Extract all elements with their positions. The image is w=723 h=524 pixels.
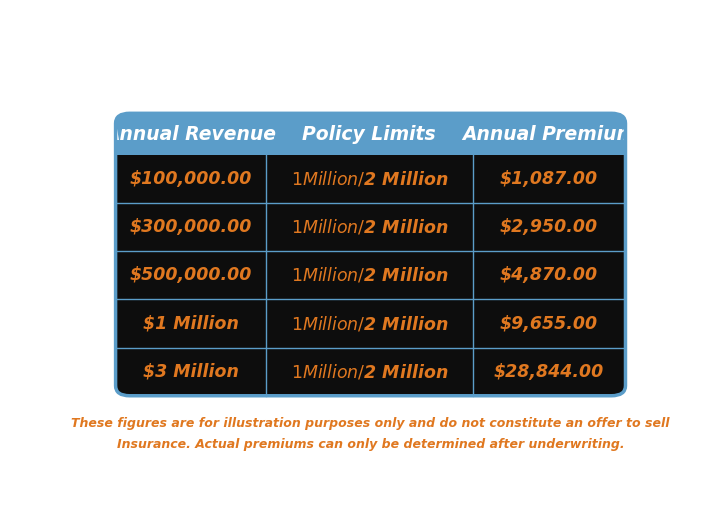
Text: $2,950.00: $2,950.00: [500, 219, 598, 236]
Text: $4,870.00: $4,870.00: [500, 266, 598, 285]
Text: Insurance. Actual premiums can only be determined after underwriting.: Insurance. Actual premiums can only be d…: [116, 438, 625, 451]
Text: $500,000.00: $500,000.00: [129, 266, 252, 285]
Polygon shape: [116, 203, 625, 252]
Text: $1 Million/ $2 Million: $1 Million/ $2 Million: [291, 314, 448, 333]
FancyBboxPatch shape: [116, 113, 625, 155]
Polygon shape: [116, 300, 625, 347]
Text: $1,087.00: $1,087.00: [500, 170, 598, 188]
Text: Annual Premium: Annual Premium: [462, 125, 636, 144]
Text: $3 Million: $3 Million: [143, 363, 239, 381]
Text: $1 Million/ $2 Million: $1 Million/ $2 Million: [291, 266, 448, 285]
Text: $9,655.00: $9,655.00: [500, 314, 598, 333]
Polygon shape: [116, 252, 625, 300]
Text: These figures are for illustration purposes only and do not constitute an offer : These figures are for illustration purpo…: [72, 418, 669, 431]
Polygon shape: [116, 155, 625, 203]
Text: $1 Million: $1 Million: [143, 314, 239, 333]
Text: $1 Million/ $2 Million: $1 Million/ $2 Million: [291, 170, 448, 189]
FancyBboxPatch shape: [116, 347, 625, 396]
Text: $1 Million/ $2 Million: $1 Million/ $2 Million: [291, 362, 448, 381]
Text: $300,000.00: $300,000.00: [129, 219, 252, 236]
Text: $100,000.00: $100,000.00: [129, 170, 252, 188]
Polygon shape: [116, 347, 625, 386]
Text: $1 Million/ $2 Million: $1 Million/ $2 Million: [291, 218, 448, 237]
Text: Policy Limits: Policy Limits: [302, 125, 436, 144]
Text: Annual Revenue: Annual Revenue: [106, 125, 276, 144]
Text: $28,844.00: $28,844.00: [494, 363, 604, 381]
Polygon shape: [116, 145, 625, 155]
